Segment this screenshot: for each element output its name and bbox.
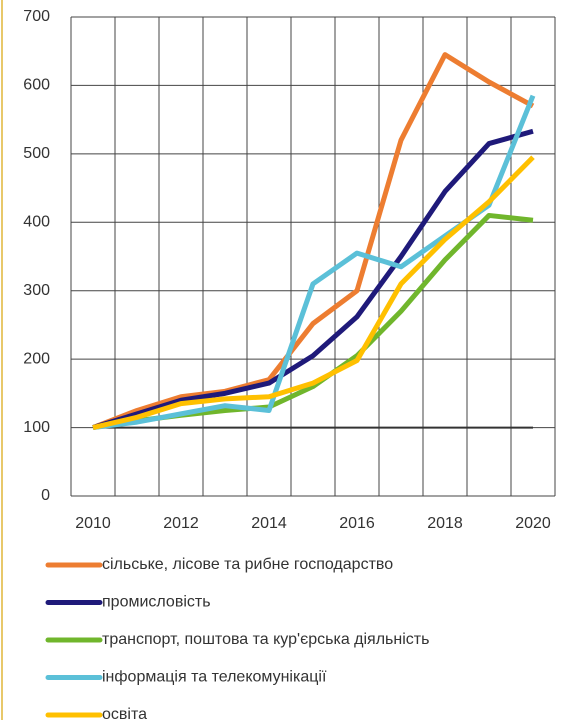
x-tick-label: 2010 <box>75 515 111 532</box>
legend-label: транспорт, поштова та кур'єрська діяльні… <box>102 631 429 648</box>
y-tick-label: 400 <box>23 214 50 231</box>
legend-label: освіта <box>102 706 147 720</box>
x-tick-label: 2020 <box>515 515 551 532</box>
series-line <box>92 128 534 430</box>
x-tick-label: 2012 <box>163 515 199 532</box>
y-tick-label: 600 <box>23 77 50 94</box>
x-tick-label: 2016 <box>339 515 375 532</box>
series-line <box>92 155 535 431</box>
legend-label: сільське, лісове та рибне господарство <box>102 556 393 573</box>
series-line <box>92 52 535 430</box>
y-tick-label: 300 <box>23 282 50 299</box>
legend-label: інформація та телекомунікації <box>102 669 327 686</box>
y-tick-label: 0 <box>41 487 50 504</box>
y-tick-label: 500 <box>23 145 50 162</box>
y-tick-label: 100 <box>23 419 50 436</box>
y-tick-label: 200 <box>23 350 50 367</box>
y-tick-label: 700 <box>23 8 50 25</box>
x-tick-label: 2014 <box>251 515 287 532</box>
legend-label: промисловість <box>102 594 211 611</box>
x-tick-label: 2018 <box>427 515 463 532</box>
